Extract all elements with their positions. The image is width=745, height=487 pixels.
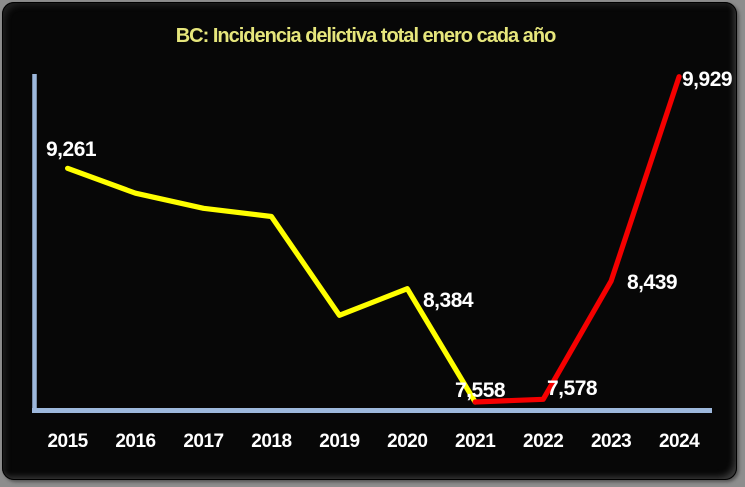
data-label-2023: 8,439	[627, 271, 677, 294]
series-line-2021-2024	[472, 74, 682, 405]
x-tick-2017: 2017	[183, 431, 223, 452]
picture-frame	[2, 2, 737, 480]
x-tick-2016: 2016	[115, 431, 155, 452]
data-label-2024: 9,929	[682, 68, 732, 91]
series-line-2015-2021	[64, 165, 478, 405]
chart-title: BC: Incidencia delictiva total enero cad…	[175, 25, 557, 47]
x-tick-2022: 2022	[523, 431, 563, 452]
data-label-2015: 9,261	[46, 138, 97, 161]
x-tick-2024: 2024	[659, 431, 700, 452]
x-tick-2020: 2020	[387, 431, 427, 452]
x-tick-2023: 2023	[591, 431, 631, 452]
x-tick-2021: 2021	[455, 431, 496, 452]
data-label-2021: 7,558	[455, 379, 506, 402]
x-tick-2019: 2019	[319, 431, 359, 452]
data-label-2020: 8,384	[423, 289, 474, 312]
x-tick-2018: 2018	[251, 431, 291, 452]
x-tick-2015: 2015	[47, 431, 88, 452]
data-label-2022: 7,578	[547, 377, 598, 400]
